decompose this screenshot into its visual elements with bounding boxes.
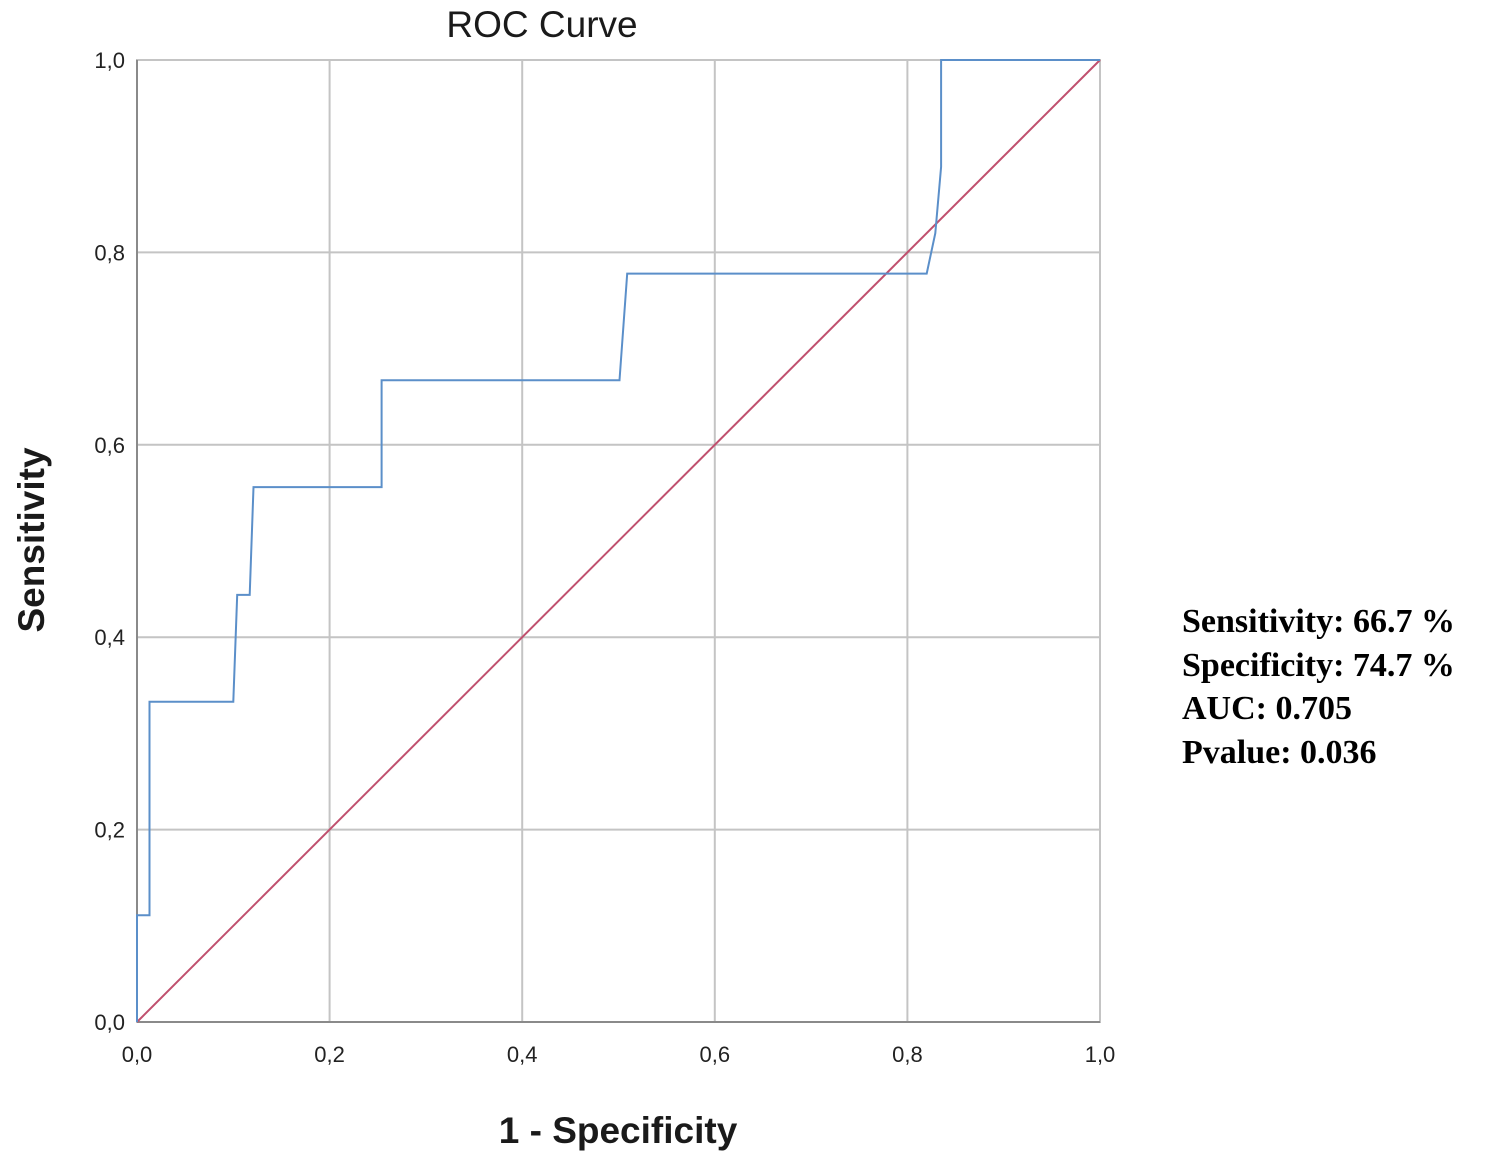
y-axis-label: Sensitivity — [11, 447, 52, 632]
tick-labels: 0,0 0,2 0,4 0,6 0,8 1,0 0,0 0,2 0,4 0,6 0,8 1,0 — [94, 48, 1115, 1067]
reference-line-group — [136, 59, 1101, 1023]
y-tick-label: 1,0 — [94, 48, 125, 73]
stats-summary: Sensitivity: 66.7 % Specificity: 74.7 % … — [1182, 600, 1455, 774]
y-tick-label: 0,6 — [94, 433, 125, 458]
sensitivity-stat: Sensitivity: 66.7 % — [1182, 603, 1455, 640]
auc-stat: AUC: 0.705 — [1182, 690, 1352, 727]
y-tick-label: 0,8 — [94, 240, 125, 265]
x-tick-label: 0,8 — [892, 1042, 923, 1067]
reference-line — [136, 59, 1101, 1023]
x-tick-label: 0,6 — [700, 1042, 731, 1067]
roc-series-group — [136, 59, 1100, 1022]
y-tick-label: 0,2 — [94, 818, 125, 843]
specificity-stat: Specificity: 74.7 % — [1182, 646, 1455, 684]
y-tick-label: 0,4 — [94, 625, 125, 650]
x-tick-label: 0,4 — [507, 1042, 538, 1067]
x-tick-label: 1,0 — [1085, 1042, 1116, 1067]
roc-curve — [136, 59, 1100, 1022]
chart-title: ROC Curve — [446, 4, 637, 45]
x-axis-label: 1 - Specificity — [499, 1110, 738, 1151]
grid-lines — [136, 59, 1101, 1023]
y-tick-label: 0,0 — [94, 1010, 125, 1035]
x-tick-label: 0,0 — [122, 1042, 153, 1067]
pvalue-stat: Pvalue: 0.036 — [1182, 733, 1377, 771]
x-tick-label: 0,2 — [314, 1042, 345, 1067]
